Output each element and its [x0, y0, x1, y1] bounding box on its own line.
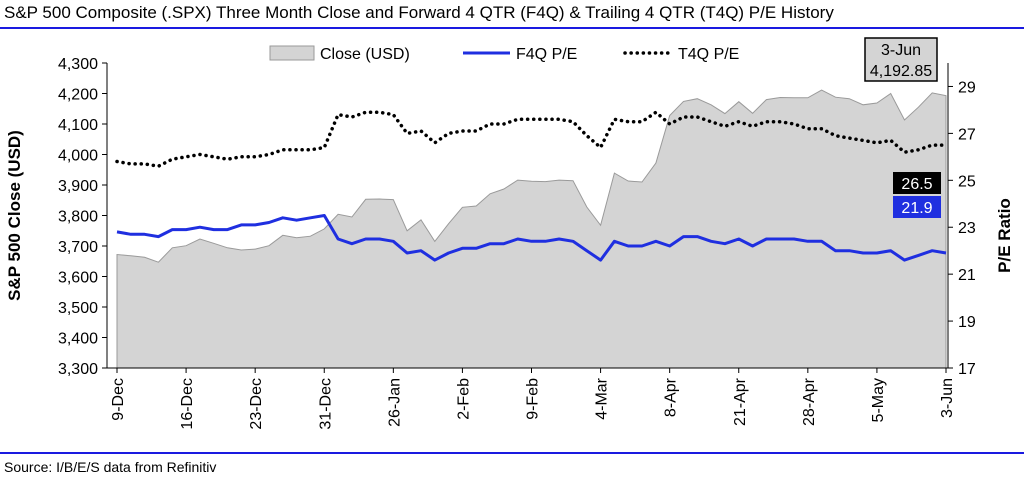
x-tick-label: 3-Jun: [939, 378, 956, 418]
t4q-line: [115, 110, 948, 169]
left-tick-label: 3,700: [58, 239, 98, 256]
legend-t4q-label: T4Q P/E: [678, 46, 739, 63]
y-axis-right-title: P/E Ratio: [995, 198, 1014, 273]
x-tick-label: 8-Apr: [663, 377, 680, 417]
left-tick-label: 3,900: [58, 178, 98, 195]
f4q-badge: [893, 196, 941, 218]
t4q-badge-value: 26.5: [901, 176, 932, 193]
callout-date: 3-Jun: [881, 42, 921, 59]
left-tick-label: 3,300: [58, 361, 98, 378]
right-tick-label: 19: [958, 314, 976, 331]
bottom-rule: [0, 452, 1024, 454]
x-tick-label: 23-Dec: [248, 378, 265, 430]
left-tick-label: 4,100: [58, 117, 98, 134]
x-tick-label: 4-Mar: [594, 377, 611, 419]
legend-close-swatch: [269, 45, 315, 61]
left-tick-label: 3,500: [58, 300, 98, 317]
left-tick-label: 4,300: [58, 56, 98, 73]
t4q-badge: [893, 172, 941, 194]
callout-close: 4,192.85: [870, 63, 932, 80]
left-tick-label: 3,800: [58, 209, 98, 226]
legend-f4q-label: F4Q P/E: [516, 46, 577, 63]
right-tick-label: 25: [958, 173, 976, 190]
x-tick-label: 21-Apr: [732, 377, 749, 426]
x-tick-label: 28-Apr: [801, 377, 818, 426]
y-axis-left-title: S&P 500 Close (USD): [5, 130, 24, 301]
right-tick-label: 27: [958, 126, 976, 143]
x-tick-label: 16-Dec: [179, 378, 196, 430]
right-tick-label: 17: [958, 361, 976, 378]
x-tick-label: 31-Dec: [317, 378, 334, 430]
source-note: Source: I/B/E/S data from Refinitiv: [4, 459, 217, 475]
top-rule: [0, 27, 1024, 29]
left-tick-label: 4,200: [58, 87, 98, 104]
callout-box: [864, 37, 938, 82]
x-tick-label: 9-Dec: [110, 378, 127, 421]
close-area: [116, 89, 947, 369]
right-tick-label: 23: [958, 220, 976, 237]
left-tick-label: 3,400: [58, 331, 98, 348]
x-tick-label: 26-Jan: [386, 378, 403, 427]
left-tick-label: 4,000: [58, 148, 98, 165]
chart-svg: 3,300 3,400 3,500 3,600 3,700 3,800 3,900 4,000…: [5, 37, 1014, 430]
f4q-badge-value: 21.9: [901, 200, 932, 217]
right-tick-label: 29: [958, 79, 976, 96]
x-tick-label: 5-May: [870, 378, 887, 422]
chart-title: S&P 500 Composite (.SPX) Three Month Clo…: [4, 3, 834, 22]
x-tick-label: 9-Feb: [525, 378, 542, 420]
right-tick-label: 21: [958, 267, 976, 284]
left-tick-label: 3,600: [58, 270, 98, 287]
x-tick-label: 2-Feb: [455, 378, 472, 420]
f4q-line: [116, 214, 947, 262]
legend-close-label: Close (USD): [320, 46, 410, 63]
